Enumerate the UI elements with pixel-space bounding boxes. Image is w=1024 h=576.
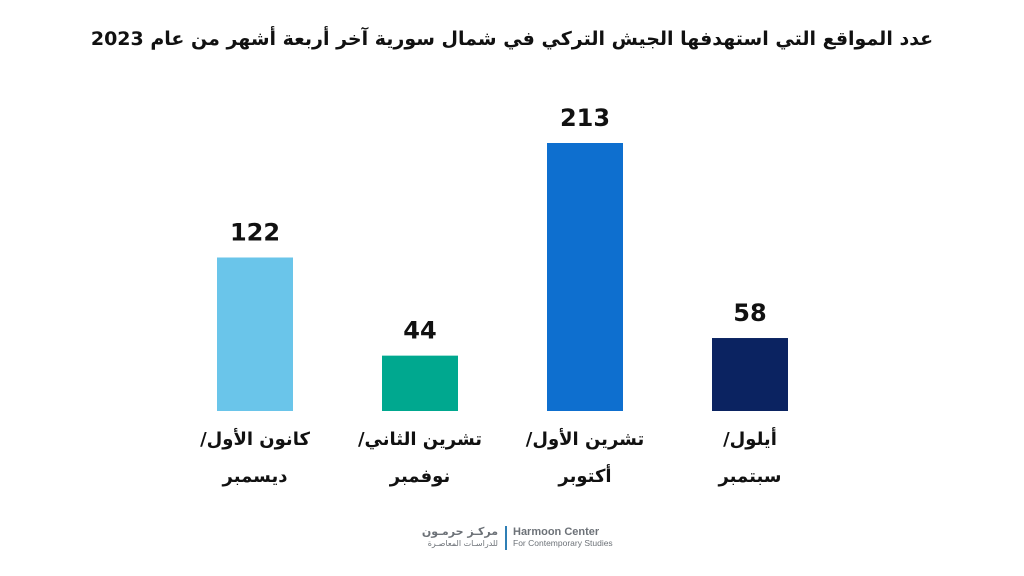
logo-english-subtitle: For Contemporary Studies bbox=[513, 537, 613, 548]
logo-arabic: مركـز حرمـون للدراسـات المعاصـرة bbox=[421, 525, 498, 548]
category-label-4-line-1: أيلول/ bbox=[723, 427, 777, 450]
logo-english: Harmoon Center For Contemporary Studies bbox=[513, 526, 613, 548]
category-label-1-line-2: ديسمبر bbox=[222, 466, 288, 487]
bar-3 bbox=[547, 143, 623, 411]
value-label-2: 44 bbox=[403, 317, 436, 345]
bar-4 bbox=[712, 338, 788, 411]
category-label-1-line-1: كانون الأول/ bbox=[200, 428, 310, 450]
harmoon-center-logo: مركـز حرمـون للدراسـات المعاصـرة Harmoon… bbox=[0, 524, 1024, 554]
bar-2 bbox=[382, 355, 458, 411]
value-label-1: 122 bbox=[230, 218, 280, 246]
logo-english-name: Harmoon Center bbox=[513, 526, 600, 538]
logo-divider bbox=[505, 526, 507, 550]
category-label-4-line-2: سبتمبر bbox=[717, 466, 781, 487]
bar-1 bbox=[217, 257, 293, 411]
logo-arabic-subtitle: للدراسـات المعاصـرة bbox=[427, 538, 498, 548]
chart-title: عدد المواقع التي استهدفها الجيش التركي ف… bbox=[90, 28, 934, 50]
category-label-3-line-1: تشرين الأول/ bbox=[526, 428, 644, 450]
category-label-2-line-1: تشرين الثاني/ bbox=[358, 429, 482, 450]
category-label-2-line-2: نوفمبر bbox=[389, 466, 450, 487]
value-label-4: 58 bbox=[733, 299, 766, 327]
logo-arabic-name: مركـز حرمـون bbox=[421, 525, 498, 538]
category-label-3-line-2: أكتوبر bbox=[557, 464, 611, 487]
value-label-3: 213 bbox=[560, 104, 610, 132]
